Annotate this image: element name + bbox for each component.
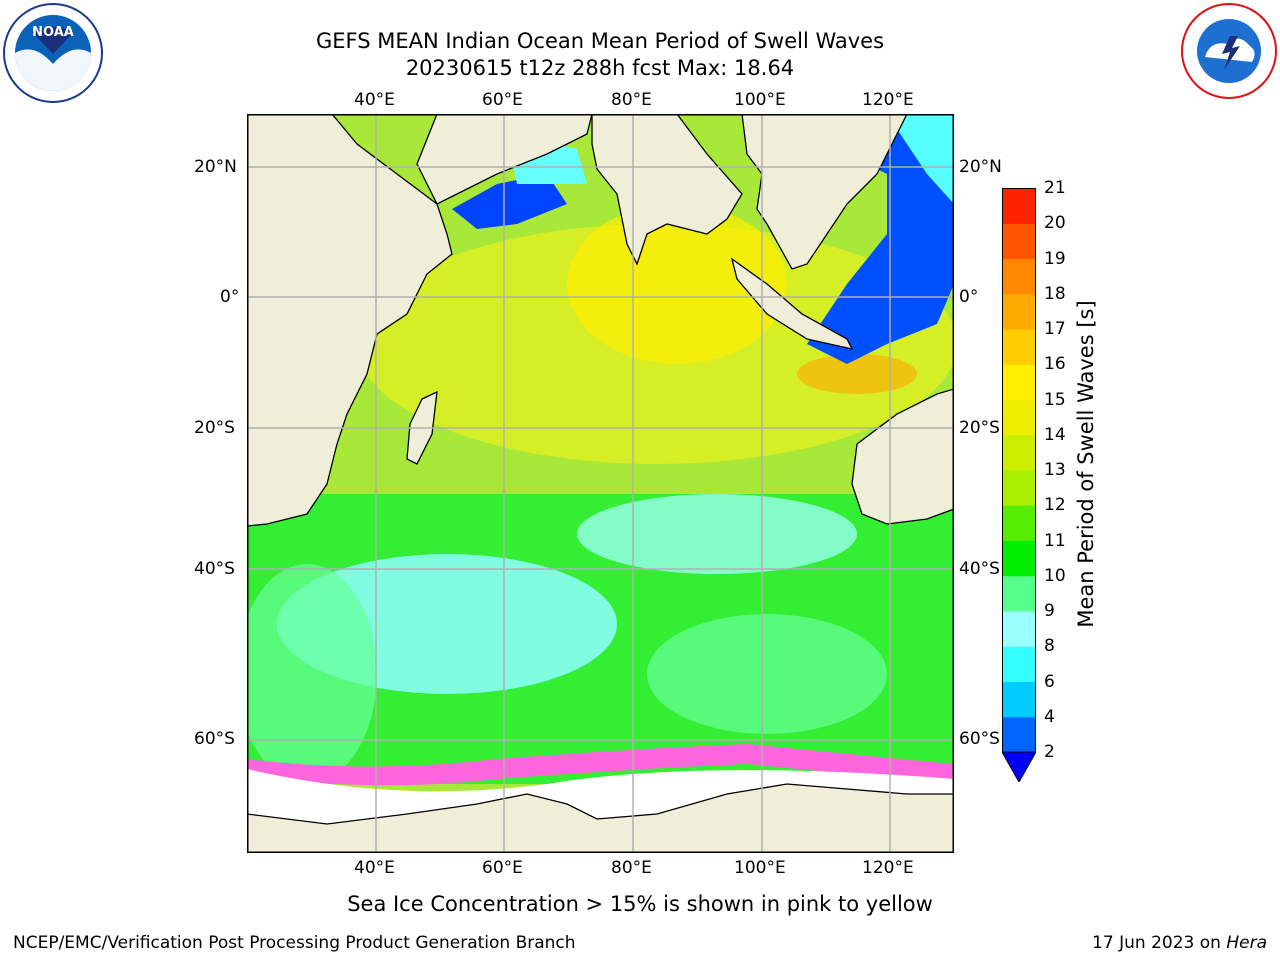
graticule: [247, 114, 954, 853]
colorbar-swatch: [1002, 258, 1036, 295]
colorbar-tick-label: 8: [1044, 636, 1055, 657]
lon-tick-bottom: 120°E: [862, 858, 914, 878]
lat-tick-right: 0°: [959, 287, 979, 307]
colorbar-swatch: [1002, 329, 1036, 365]
colorbar: [1001, 188, 1037, 784]
swell-patch-green: [247, 564, 377, 784]
colorbar-swatch: [1002, 223, 1036, 259]
colorbar-outline: [1002, 188, 1036, 753]
colorbar-ticks: 2 4 6 8 9 10 11 12 13 14 15 16 17 18 19 20 21: [1044, 178, 1084, 788]
swell-patch-yellow: [567, 204, 787, 364]
colorbar-tick-label: 12: [1044, 495, 1066, 516]
colorbar-swatches: [1001, 188, 1037, 784]
colorbar-tick-label: 21: [1044, 178, 1066, 198]
lat-tick-left: 20°N: [194, 157, 237, 177]
colorbar-swatch: [1002, 575, 1036, 612]
footer-date: 17 Jun 2023 on Hera: [1092, 933, 1267, 953]
colorbar-tick-label: 20: [1044, 213, 1066, 234]
colorbar-swatch: [1002, 716, 1036, 753]
lat-tick-left: 40°S: [194, 559, 235, 579]
colorbar-swatch: [1002, 188, 1036, 224]
colorbar-tick-label: 10: [1044, 565, 1066, 586]
lon-tick-top: 80°E: [611, 90, 652, 110]
lat-tick-left: 60°S: [194, 729, 235, 749]
colorbar-tick-label: 2: [1044, 742, 1055, 762]
colorbar-tick-label: 18: [1044, 283, 1066, 304]
footer-host: Hera: [1226, 933, 1267, 953]
swell-patch-blue: [802, 114, 954, 364]
colorbar-under-arrow: [1001, 751, 1037, 784]
colorbar-tick-label: 19: [1044, 248, 1066, 269]
lat-tick-right: 40°S: [959, 559, 1000, 579]
swell-patch-cyan: [887, 114, 954, 204]
colorbar-tick-label: 9: [1044, 601, 1055, 621]
colorbar-tick-label: 15: [1044, 389, 1066, 410]
swell-patch-orange: [797, 354, 917, 394]
colorbar-tick-label: 16: [1044, 354, 1066, 375]
sea-ice-edge: [247, 744, 954, 786]
lon-tick-top: 60°E: [482, 90, 523, 110]
colorbar-tick-label: 11: [1044, 530, 1066, 551]
colorbar-swatch: [1002, 505, 1036, 541]
colorbar-swatch: [1002, 364, 1036, 400]
lon-tick-bottom: 100°E: [734, 858, 786, 878]
chart-title: GEFS MEAN Indian Ocean Mean Period of Sw…: [315, 29, 885, 53]
colorbar-tick-label: 13: [1044, 460, 1066, 480]
colorbar-swatch: [1002, 681, 1036, 718]
lon-tick-bottom: 80°E: [611, 858, 652, 878]
swell-patch-cyan: [577, 494, 857, 574]
nws-logo-icon: [1180, 2, 1278, 104]
lat-tick-right: 60°S: [959, 729, 1000, 749]
lon-tick-bottom: 60°E: [482, 858, 523, 878]
map-border: [247, 114, 954, 853]
swell-patch-green: [647, 614, 887, 734]
footer-date-text: 17 Jun 2023 on: [1092, 933, 1227, 953]
sea-ice-note: Sea Ice Concentration > 15% is shown in …: [347, 892, 933, 916]
colorbar-swatch: [1002, 540, 1036, 577]
colorbar-label: Mean Period of Swell Waves [s]: [1074, 300, 1098, 628]
noaa-logo-icon: NOAA: [2, 2, 104, 108]
land-australia: [851, 388, 954, 525]
map-canvas: [247, 114, 954, 853]
colorbar-swatch: [1002, 646, 1036, 682]
land-africa: [247, 114, 453, 527]
colorbar-swatch: [1002, 293, 1036, 330]
land-antarctica: [247, 783, 954, 853]
colorbar-swatch: [1002, 470, 1036, 506]
colorbar-swatch: [1002, 611, 1036, 647]
lon-tick-top: 120°E: [862, 90, 914, 110]
lat-tick-left: 0°: [220, 287, 240, 307]
colorbar-tick-label: 14: [1044, 424, 1066, 445]
lat-tick-right: 20°S: [959, 418, 1000, 438]
lon-tick-top: 40°E: [354, 90, 395, 110]
land-india: [591, 114, 743, 266]
lat-tick-right: 20°N: [959, 157, 1002, 177]
chart-subtitle: 20230615 t12z 288h fcst Max: 18.64: [405, 56, 795, 80]
map-panel: [247, 114, 954, 853]
footer-credit: NCEP/EMC/Verification Post Processing Pr…: [13, 933, 576, 953]
colorbar-tick-label: 4: [1044, 706, 1055, 727]
land-southeast-asia: [741, 114, 908, 270]
colorbar-tick-label: 17: [1044, 319, 1066, 339]
colorbar-tick-label: 6: [1044, 671, 1055, 692]
svg-text:NOAA: NOAA: [32, 25, 74, 40]
colorbar-swatch: [1002, 434, 1036, 471]
swell-patch-blue: [452, 174, 567, 229]
lon-tick-bottom: 40°E: [354, 858, 395, 878]
lat-tick-left: 20°S: [194, 418, 235, 438]
lon-tick-top: 100°E: [734, 90, 786, 110]
colorbar-swatch: [1002, 399, 1036, 436]
